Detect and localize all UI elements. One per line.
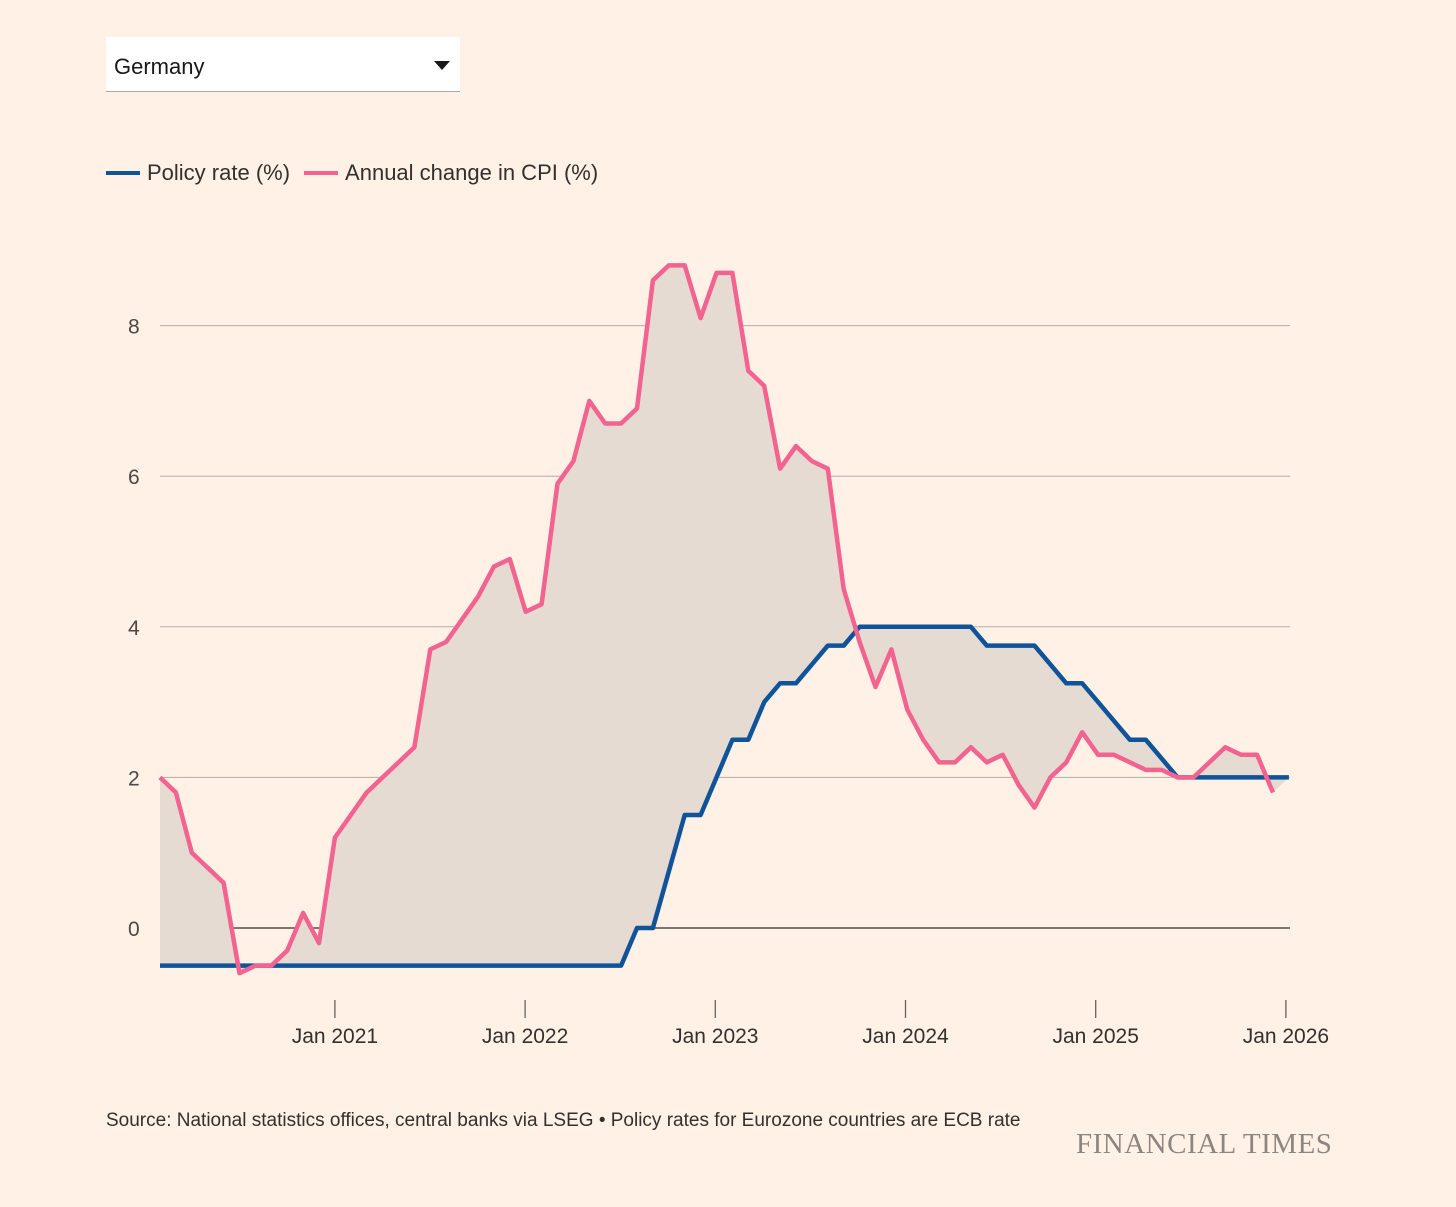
policy-rate-line — [160, 624, 1289, 968]
country-select-value: Germany — [114, 54, 205, 79]
x-tick-label: Jan 2022 — [482, 1025, 568, 1048]
cpi-line — [158, 263, 1276, 976]
country-select[interactable]: Germany — [106, 37, 460, 92]
y-tick-label: 2 — [128, 767, 140, 790]
x-tick-label: Jan 2026 — [1243, 1025, 1329, 1048]
x-tick-label: Jan 2021 — [292, 1025, 378, 1048]
legend-swatch-policy — [106, 171, 140, 175]
x-tick-label: Jan 2025 — [1052, 1025, 1138, 1048]
fill-between-area — [160, 265, 1289, 974]
legend-label: Annual change in CPI (%) — [345, 160, 599, 185]
y-tick-label: 8 — [128, 316, 140, 339]
legend-label: Policy rate (%) — [147, 160, 291, 185]
x-tick-label: Jan 2023 — [672, 1025, 758, 1048]
chart: 0 2 4 6 8 Jan 2021 Jan 2022 Jan 2023 Jan 2024 Jan… — [128, 263, 1329, 1048]
source-note: Source: National statistics offices, cen… — [106, 1110, 1021, 1131]
y-tick-label: 4 — [128, 617, 140, 640]
y-tick-label: 0 — [128, 918, 140, 941]
chevron-down-icon — [434, 61, 450, 70]
legend-item-policy-rate: Policy rate (%) — [106, 160, 290, 186]
legend-swatch-cpi — [304, 171, 339, 175]
x-tick-label: Jan 2024 — [862, 1025, 949, 1048]
legend: Policy rate (%) Annual change in CPI (%) — [106, 160, 612, 186]
ft-logo: FINANCIAL TIMES — [1076, 1128, 1333, 1160]
y-tick-label: 6 — [128, 466, 140, 489]
legend-item-cpi: Annual change in CPI (%) — [304, 160, 598, 186]
